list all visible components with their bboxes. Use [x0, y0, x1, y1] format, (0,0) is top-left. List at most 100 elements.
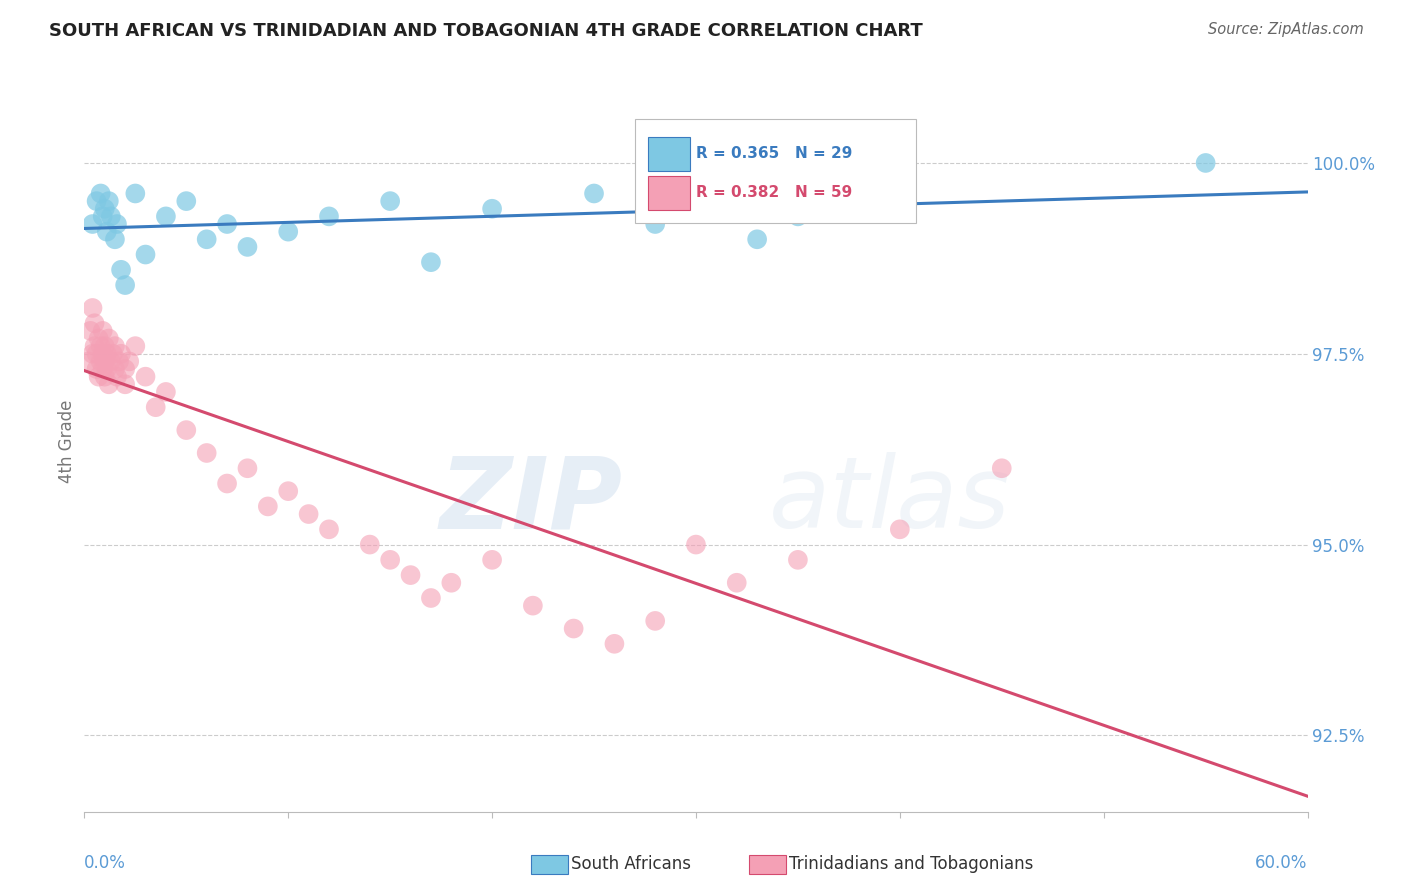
Point	[91, 347, 114, 361]
Point	[97, 194, 120, 208]
Point	[747, 232, 769, 246]
Point	[104, 339, 127, 353]
Point	[522, 599, 544, 613]
Point	[217, 476, 239, 491]
FancyBboxPatch shape	[636, 120, 917, 223]
FancyBboxPatch shape	[648, 176, 690, 210]
Point	[359, 538, 381, 552]
Text: 60.0%: 60.0%	[1256, 854, 1308, 871]
Point	[87, 369, 110, 384]
Point	[79, 324, 101, 338]
Point	[110, 347, 132, 361]
Point	[110, 262, 132, 277]
Point	[644, 217, 666, 231]
Point	[236, 240, 259, 254]
Point	[100, 354, 122, 368]
Point	[644, 614, 666, 628]
Point	[77, 354, 100, 368]
Point	[145, 400, 167, 414]
Point	[91, 324, 114, 338]
Point	[87, 331, 110, 345]
Point	[420, 591, 443, 605]
Text: South Africans: South Africans	[571, 855, 690, 873]
Point	[1195, 156, 1218, 170]
Point	[277, 225, 299, 239]
Point	[101, 347, 124, 361]
Point	[104, 362, 127, 376]
Point	[100, 210, 122, 224]
Point	[105, 369, 128, 384]
Point	[96, 225, 118, 239]
Point	[257, 500, 280, 514]
Point	[114, 278, 136, 293]
Point	[174, 194, 197, 208]
Point	[420, 255, 443, 269]
Point	[318, 522, 340, 536]
Point	[725, 575, 748, 590]
Point	[277, 484, 299, 499]
Point	[787, 210, 810, 224]
Point	[217, 217, 239, 231]
Point	[96, 362, 118, 376]
Point	[114, 377, 136, 392]
Point	[787, 553, 810, 567]
Point	[603, 637, 626, 651]
Point	[105, 217, 128, 231]
Point	[93, 354, 115, 368]
Text: Trinidadians and Tobagonians: Trinidadians and Tobagonians	[789, 855, 1033, 873]
Text: atlas: atlas	[769, 452, 1011, 549]
FancyBboxPatch shape	[648, 136, 690, 170]
Text: Source: ZipAtlas.com: Source: ZipAtlas.com	[1208, 22, 1364, 37]
Point	[236, 461, 259, 475]
Point	[481, 202, 503, 216]
Point	[380, 194, 402, 208]
Text: SOUTH AFRICAN VS TRINIDADIAN AND TOBAGONIAN 4TH GRADE CORRELATION CHART: SOUTH AFRICAN VS TRINIDADIAN AND TOBAGON…	[49, 22, 922, 40]
Point	[97, 331, 120, 345]
Point	[155, 384, 177, 399]
Point	[155, 210, 177, 224]
Point	[195, 232, 218, 246]
Point	[108, 354, 131, 368]
Point	[91, 362, 114, 376]
Point	[86, 362, 108, 376]
Point	[399, 568, 422, 582]
Point	[583, 186, 606, 201]
Point	[562, 622, 585, 636]
Point	[93, 369, 115, 384]
Point	[174, 423, 197, 437]
Point	[440, 575, 463, 590]
Point	[90, 339, 112, 353]
Point	[93, 339, 115, 353]
Point	[481, 553, 503, 567]
Point	[90, 186, 112, 201]
Text: R = 0.365   N = 29: R = 0.365 N = 29	[696, 146, 852, 161]
Point	[318, 210, 340, 224]
Point	[991, 461, 1014, 475]
Point	[104, 232, 127, 246]
Point	[889, 522, 911, 536]
Point	[90, 354, 112, 368]
Text: 0.0%: 0.0%	[84, 854, 127, 871]
Point	[195, 446, 218, 460]
Text: ZIP: ZIP	[440, 452, 623, 549]
Y-axis label: 4th Grade: 4th Grade	[58, 400, 76, 483]
Point	[91, 210, 114, 224]
Point	[82, 301, 104, 315]
Point	[298, 507, 321, 521]
Point	[124, 186, 146, 201]
Point	[83, 316, 105, 330]
Point	[82, 347, 104, 361]
Point	[82, 217, 104, 231]
Point	[135, 369, 157, 384]
Point	[135, 247, 157, 261]
Point	[685, 538, 707, 552]
Point	[86, 347, 108, 361]
Point	[93, 202, 115, 216]
Point	[86, 194, 108, 208]
Point	[97, 377, 120, 392]
Text: R = 0.382   N = 59: R = 0.382 N = 59	[696, 186, 852, 201]
Point	[380, 553, 402, 567]
Point	[118, 354, 141, 368]
Point	[96, 347, 118, 361]
Point	[124, 339, 146, 353]
